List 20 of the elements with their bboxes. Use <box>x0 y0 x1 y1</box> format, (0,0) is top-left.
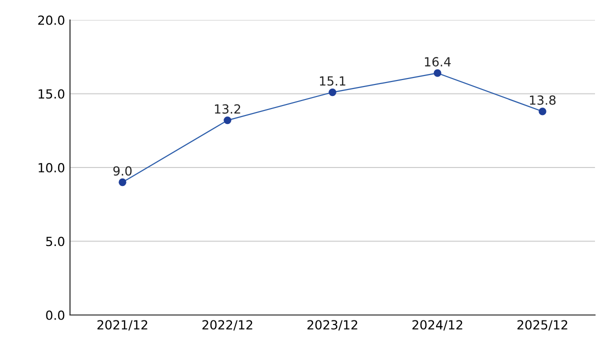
data-label: 9.0 <box>113 166 132 176</box>
x-tick-label: 2025/12 <box>517 320 568 331</box>
point <box>224 116 232 124</box>
point <box>118 178 126 186</box>
x-tick-label: 2023/12 <box>307 320 358 331</box>
x-tick-label: 2022/12 <box>202 320 252 331</box>
data-label: 13.2 <box>214 104 240 114</box>
point <box>328 88 336 96</box>
y-tick-label: 15.0 <box>38 89 64 99</box>
y-tick-label: 10.0 <box>38 162 64 172</box>
x-tick-label: 2024/12 <box>412 320 462 331</box>
y-tick-label: 5.0 <box>46 236 64 246</box>
data-label: 16.4 <box>424 57 451 67</box>
point <box>434 69 442 77</box>
y-tick-label: 20.0 <box>38 15 64 25</box>
y-tick-label: 0.0 <box>46 310 64 320</box>
data-label: 13.8 <box>530 95 556 105</box>
data-label: 15.1 <box>320 76 346 86</box>
x-tick-label: 2021/12 <box>97 320 148 331</box>
point <box>538 108 546 116</box>
